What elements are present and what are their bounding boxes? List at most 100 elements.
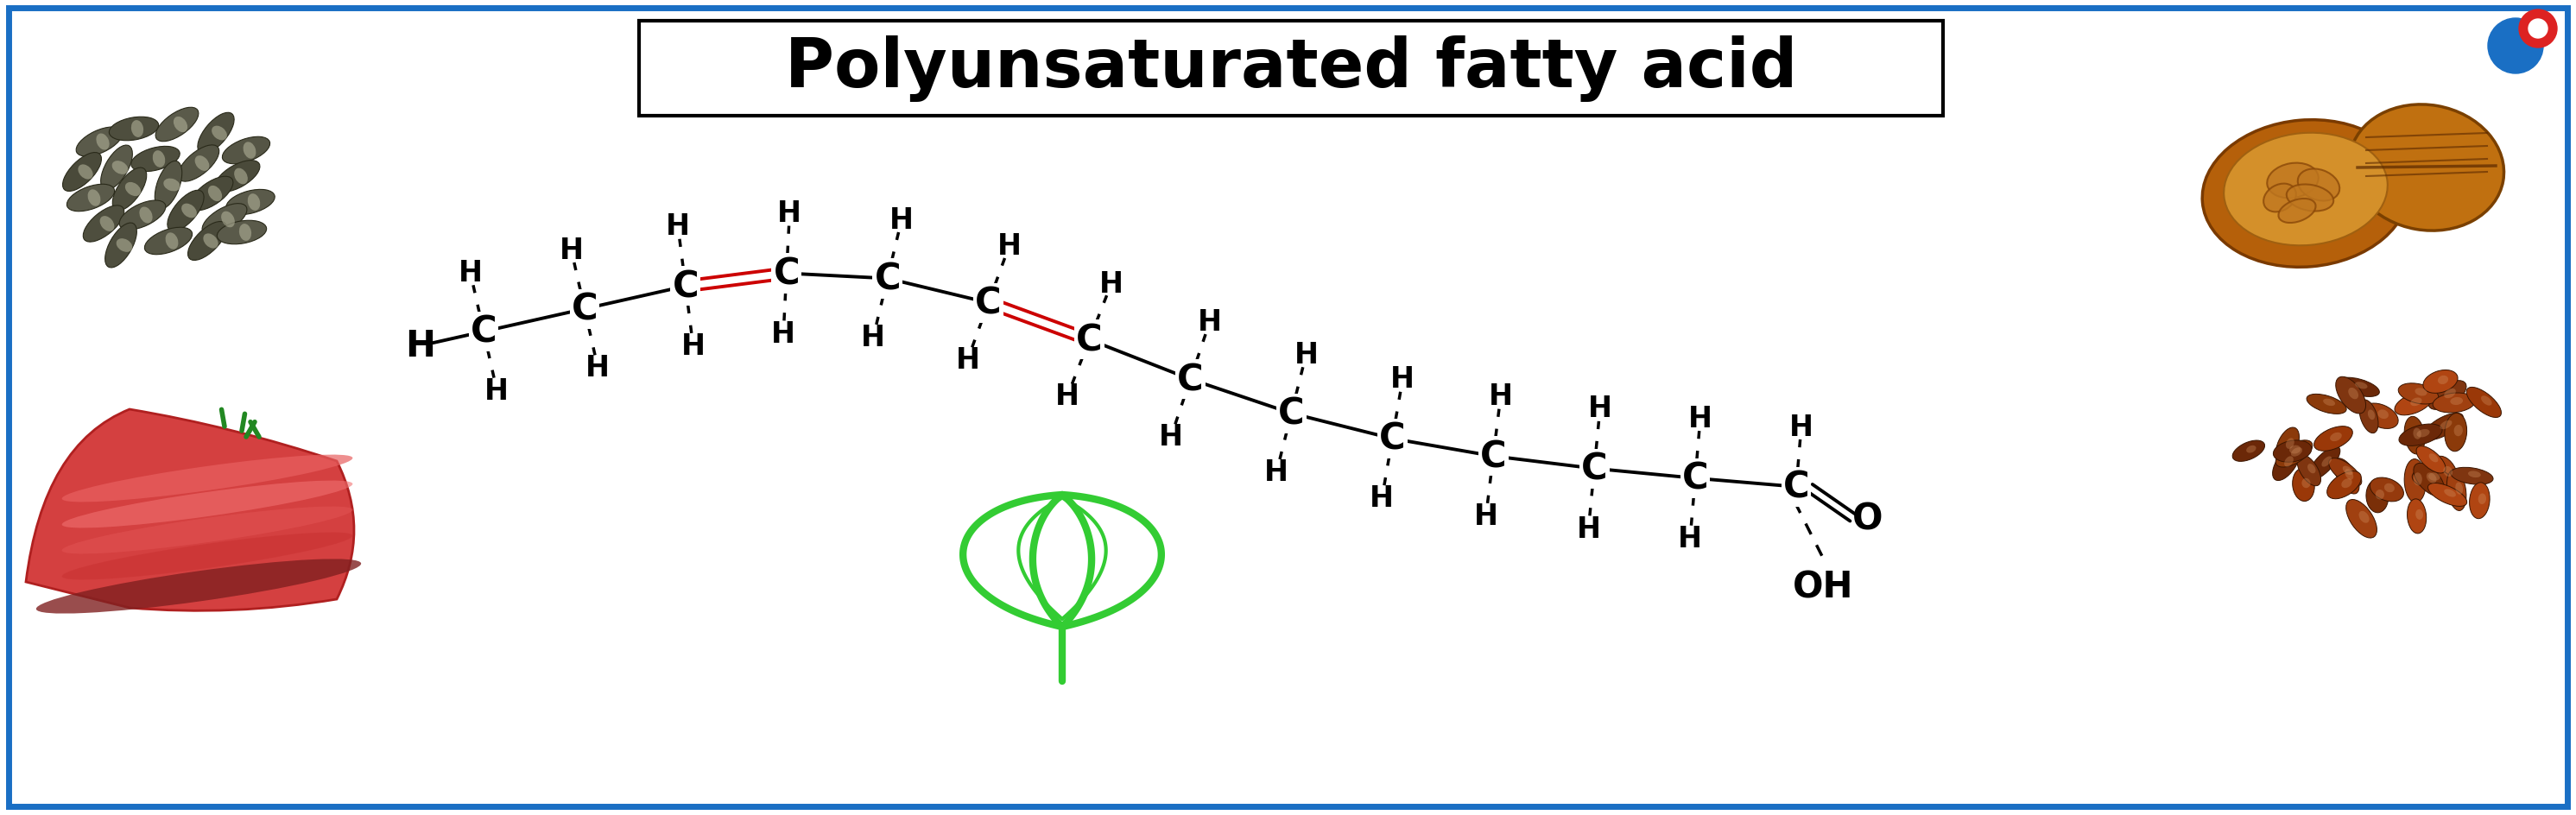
Text: C: C	[976, 285, 1002, 321]
Text: H: H	[1677, 525, 1703, 553]
Ellipse shape	[2427, 483, 2468, 507]
Text: H: H	[585, 354, 611, 382]
Ellipse shape	[214, 161, 260, 192]
Ellipse shape	[180, 204, 196, 218]
Circle shape	[2519, 11, 2558, 48]
Ellipse shape	[167, 191, 204, 231]
Ellipse shape	[2481, 396, 2491, 406]
Ellipse shape	[222, 212, 234, 228]
Ellipse shape	[165, 233, 178, 250]
Ellipse shape	[2429, 473, 2439, 481]
Ellipse shape	[108, 117, 160, 141]
Ellipse shape	[2339, 378, 2380, 397]
Ellipse shape	[106, 223, 137, 268]
Ellipse shape	[2275, 428, 2300, 463]
Ellipse shape	[100, 146, 131, 191]
Ellipse shape	[222, 138, 270, 165]
Text: C: C	[1582, 451, 1607, 487]
Ellipse shape	[2223, 134, 2388, 246]
Ellipse shape	[2398, 425, 2442, 446]
Ellipse shape	[82, 206, 124, 242]
Ellipse shape	[2445, 466, 2452, 477]
Ellipse shape	[196, 156, 209, 171]
Ellipse shape	[2287, 185, 2334, 212]
Text: H: H	[997, 232, 1020, 261]
Text: C: C	[773, 256, 799, 292]
Ellipse shape	[2414, 464, 2445, 496]
Ellipse shape	[2450, 468, 2494, 485]
Ellipse shape	[2432, 456, 2458, 491]
Text: H: H	[559, 236, 582, 265]
Ellipse shape	[95, 134, 108, 151]
Ellipse shape	[211, 126, 227, 141]
Text: H: H	[1473, 502, 1499, 531]
Ellipse shape	[2414, 473, 2421, 486]
Text: C: C	[1378, 421, 1406, 457]
Ellipse shape	[162, 179, 180, 192]
Ellipse shape	[2411, 398, 2421, 407]
Ellipse shape	[188, 222, 227, 261]
Ellipse shape	[2306, 394, 2347, 414]
Ellipse shape	[2360, 400, 2378, 434]
Ellipse shape	[2290, 446, 2300, 454]
Text: H: H	[1391, 365, 1414, 394]
Ellipse shape	[2308, 464, 2316, 474]
Text: H: H	[1056, 382, 1079, 411]
Ellipse shape	[2414, 388, 2427, 396]
Text: C: C	[873, 261, 902, 297]
Ellipse shape	[2331, 433, 2342, 442]
Ellipse shape	[2416, 509, 2424, 520]
Ellipse shape	[2398, 384, 2439, 404]
Ellipse shape	[2321, 456, 2331, 467]
Text: H: H	[680, 333, 706, 361]
Ellipse shape	[88, 190, 100, 207]
Ellipse shape	[173, 117, 188, 133]
Ellipse shape	[216, 221, 265, 244]
Ellipse shape	[240, 224, 252, 241]
Text: H: H	[956, 346, 979, 374]
Ellipse shape	[2336, 377, 2365, 414]
Ellipse shape	[209, 186, 222, 202]
Ellipse shape	[131, 147, 180, 172]
Ellipse shape	[2470, 482, 2491, 519]
Text: H: H	[1265, 458, 1288, 487]
Ellipse shape	[2362, 403, 2398, 429]
Text: H: H	[1790, 412, 1814, 441]
Text: C: C	[471, 314, 497, 350]
Ellipse shape	[2326, 471, 2362, 499]
Ellipse shape	[2308, 447, 2339, 480]
Ellipse shape	[2303, 478, 2311, 488]
Ellipse shape	[139, 207, 152, 224]
Ellipse shape	[2468, 471, 2481, 478]
Ellipse shape	[2406, 500, 2427, 534]
Ellipse shape	[191, 177, 232, 211]
Ellipse shape	[62, 533, 353, 580]
Ellipse shape	[2445, 389, 2455, 399]
Ellipse shape	[2450, 398, 2463, 405]
Ellipse shape	[2344, 469, 2354, 480]
Ellipse shape	[2416, 447, 2445, 474]
Ellipse shape	[2354, 382, 2367, 390]
Text: H: H	[860, 324, 886, 352]
Ellipse shape	[67, 185, 113, 212]
Ellipse shape	[2478, 494, 2486, 504]
Ellipse shape	[2432, 394, 2476, 413]
Ellipse shape	[2298, 170, 2339, 201]
Text: OH: OH	[1793, 569, 1855, 606]
Ellipse shape	[2439, 421, 2452, 430]
Text: H: H	[778, 200, 801, 227]
Ellipse shape	[2334, 459, 2360, 494]
Text: H: H	[1100, 270, 1123, 298]
Ellipse shape	[204, 234, 219, 249]
Text: C: C	[1783, 469, 1808, 505]
Text: H: H	[1370, 484, 1394, 513]
Ellipse shape	[2264, 184, 2295, 213]
Text: H: H	[1293, 341, 1319, 369]
Ellipse shape	[126, 183, 142, 196]
Ellipse shape	[118, 201, 165, 231]
Ellipse shape	[2396, 392, 2432, 416]
Ellipse shape	[2465, 388, 2501, 418]
Ellipse shape	[77, 165, 93, 180]
Text: C: C	[1278, 395, 1303, 432]
Ellipse shape	[2324, 399, 2334, 407]
